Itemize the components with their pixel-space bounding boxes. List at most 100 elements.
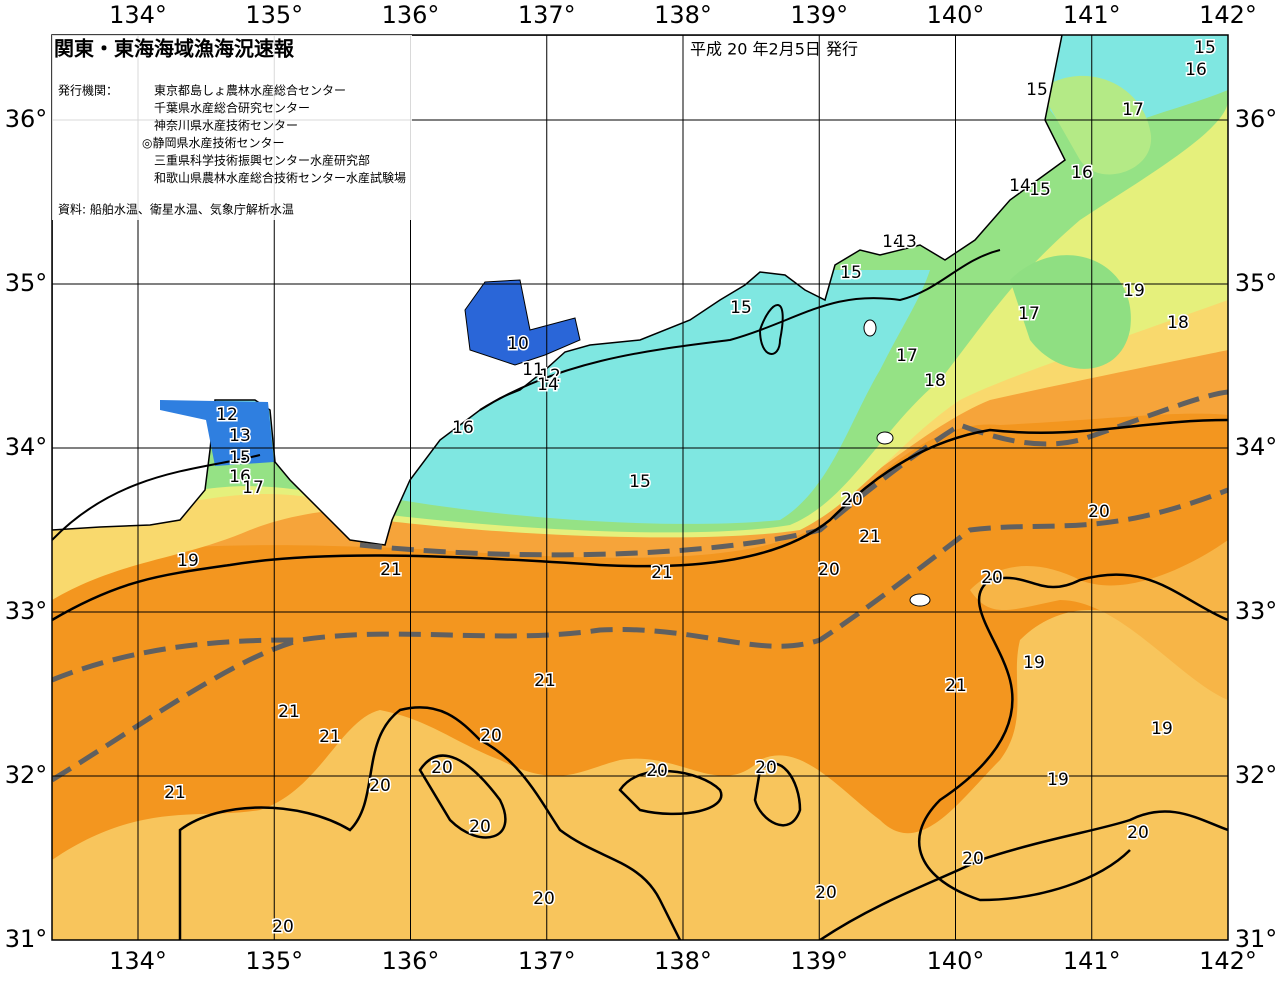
contour-label: 18	[1167, 313, 1189, 333]
longitude-label: 135°	[245, 947, 303, 975]
issuer: 神奈川県水産技術センター	[154, 118, 298, 133]
kuroshio-axis	[52, 487, 1228, 683]
longitude-label: 139°	[790, 947, 848, 975]
contour-label: 19	[1047, 770, 1069, 790]
contour-label: 20	[369, 776, 391, 796]
issuer-label: 発行機関：	[58, 83, 118, 98]
contour-label: 14	[537, 375, 559, 395]
longitude-label: 142°	[1199, 1, 1257, 29]
latitude-label: 31°	[1235, 925, 1278, 953]
latitude-label: 36°	[1235, 105, 1278, 133]
longitude-label: 138°	[654, 1, 712, 29]
contour-label: 21	[319, 727, 341, 747]
longitude-label: 134°	[109, 1, 167, 29]
contour-label: 20	[818, 560, 840, 580]
green-eddy	[1040, 75, 1152, 175]
map-frame	[51, 34, 1229, 941]
data-source: 資料: 船舶水温、衛星水温、気象庁解析水温	[58, 202, 294, 217]
contour-label: 17	[1018, 304, 1040, 324]
contour-label: 21	[651, 563, 673, 583]
contour-label: 16	[229, 467, 251, 487]
issuer: 東京都島しょ農林水産総合センター	[154, 83, 346, 98]
longitude-label: 140°	[927, 947, 985, 975]
contour-line	[758, 304, 784, 355]
contour-label: 16	[452, 418, 474, 438]
contour-label: 13	[895, 232, 917, 252]
contour-label: 21	[278, 702, 300, 722]
contour-label: 20	[480, 726, 502, 746]
contour-label: 15	[840, 263, 862, 283]
latitude-label: 33°	[1235, 597, 1278, 625]
kuroshio-axis	[52, 637, 301, 783]
contour-label: 20	[469, 817, 491, 837]
contour-label: 15	[730, 298, 752, 318]
contour-label: 19	[1023, 653, 1045, 673]
latitude-label: 32°	[5, 761, 48, 789]
issuer: 三重県科学技術振興センター水産研究部	[154, 153, 370, 168]
contour-label: 11	[522, 360, 544, 380]
contour-label: 10	[507, 334, 529, 354]
longitude-label: 140°	[927, 1, 985, 29]
contour-label: 16	[1185, 60, 1207, 80]
longitude-label: 142°	[1199, 947, 1257, 975]
contour-label: 20	[841, 490, 863, 510]
contour-label: 15	[1026, 80, 1048, 100]
contour-label: 20	[533, 889, 555, 909]
contour-line	[52, 418, 1228, 622]
contour-eddy	[418, 754, 802, 839]
longitude-label: 136°	[382, 1, 440, 29]
contour-label: 20	[431, 758, 453, 778]
longitude-label: 137°	[518, 947, 576, 975]
longitude-label: 136°	[382, 947, 440, 975]
longitude-label: 139°	[790, 1, 848, 29]
map-title: 関東・東海海域漁海況速報	[54, 37, 295, 61]
contour-label: 16	[1071, 163, 1093, 183]
contour-label: 17	[242, 478, 264, 498]
issuer-list: 東京都島しょ農林水産総合センター千葉県水産総合研究センター神奈川県水産技術センタ…	[142, 83, 406, 186]
ise-bay	[464, 279, 581, 366]
contour-label: 20	[962, 849, 984, 869]
latitude-label: 34°	[5, 433, 48, 461]
osaka-bay	[160, 400, 274, 466]
issuer: 千葉県水産総合研究センター	[154, 100, 310, 115]
island	[909, 593, 931, 607]
contour-label: 18	[924, 371, 946, 391]
contour-label: 17	[1122, 100, 1144, 120]
issuer: 和歌山県農林水産総合技術センター水産試験場	[154, 170, 406, 185]
contour-label: 14	[1009, 176, 1031, 196]
latitude-label: 33°	[5, 597, 48, 625]
longitude-label: 138°	[654, 947, 712, 975]
island	[876, 431, 894, 445]
contour-label: 20	[272, 917, 294, 937]
contour-label: 15	[229, 448, 251, 468]
east-region	[970, 540, 1228, 700]
header-panel	[52, 35, 412, 220]
contour-label: 20	[1127, 823, 1149, 843]
contour-label: 12	[216, 405, 238, 425]
contour-label: 14	[882, 232, 904, 252]
contour-label: 20	[981, 568, 1003, 588]
contour-label: 20	[755, 758, 777, 778]
latitude-label: 35°	[5, 269, 48, 297]
longitude-label: 137°	[518, 1, 576, 29]
latitude-label: 34°	[1235, 433, 1278, 461]
contour-label: 21	[380, 560, 402, 580]
issuer: ◎静岡県水産技術センター	[142, 135, 284, 150]
contour-label: 17	[896, 346, 918, 366]
contour-label: 20	[646, 761, 668, 781]
contour-label: 15	[1194, 38, 1216, 58]
latitude-label: 32°	[1235, 761, 1278, 789]
contour-line	[52, 249, 1001, 541]
contour-line	[178, 706, 682, 940]
contour-label: 15	[1029, 180, 1051, 200]
contour-label: 21	[164, 783, 186, 803]
longitude-label: 134°	[109, 947, 167, 975]
issue-date: 平成 20 年2月5日 発行	[690, 40, 858, 59]
island	[863, 319, 877, 337]
longitude-label: 135°	[245, 1, 303, 29]
longitude-label: 141°	[1063, 1, 1121, 29]
latitude-label: 31°	[5, 925, 48, 953]
contour-label: 12	[539, 366, 561, 386]
